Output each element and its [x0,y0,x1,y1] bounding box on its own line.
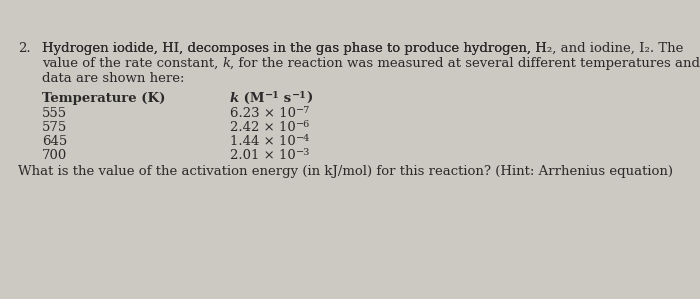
Text: 2.01 × 10: 2.01 × 10 [230,149,295,162]
Text: Temperature (K): Temperature (K) [42,92,165,105]
Text: data are shown here:: data are shown here: [42,72,185,85]
Text: 6.23 × 10: 6.23 × 10 [230,107,296,120]
Text: 2.42 × 10: 2.42 × 10 [230,121,295,134]
Text: 1.44 × 10: 1.44 × 10 [230,135,295,148]
Text: What is the value of the activation energy (in kJ/mol) for this reaction? (Hint:: What is the value of the activation ener… [18,165,673,178]
Text: s: s [279,92,291,105]
Text: Hydrogen iodide, HI, decomposes in the gas phase to produce hydrogen, H₂, and io: Hydrogen iodide, HI, decomposes in the g… [42,42,683,55]
Text: value of the rate constant,: value of the rate constant, [42,57,223,70]
Text: (M: (M [239,92,265,105]
Text: , for the reaction was measured at several different temperatures and the: , for the reaction was measured at sever… [230,57,700,70]
Text: −7: −7 [296,106,310,115]
Text: k: k [230,92,239,105]
Text: −4: −4 [295,134,310,143]
Text: 645: 645 [42,135,67,148]
Text: 2.: 2. [18,42,31,55]
Text: k: k [223,57,230,70]
Text: ): ) [307,92,312,105]
Text: 575: 575 [42,121,67,134]
Text: −1: −1 [265,91,279,100]
Text: Hydrogen iodide, HI, decomposes in the gas phase to produce hydrogen, H: Hydrogen iodide, HI, decomposes in the g… [42,42,547,55]
Text: 555: 555 [42,107,67,120]
Text: −1: −1 [291,91,307,100]
Text: 700: 700 [42,149,67,162]
Text: −3: −3 [295,148,310,157]
Text: −6: −6 [295,120,310,129]
